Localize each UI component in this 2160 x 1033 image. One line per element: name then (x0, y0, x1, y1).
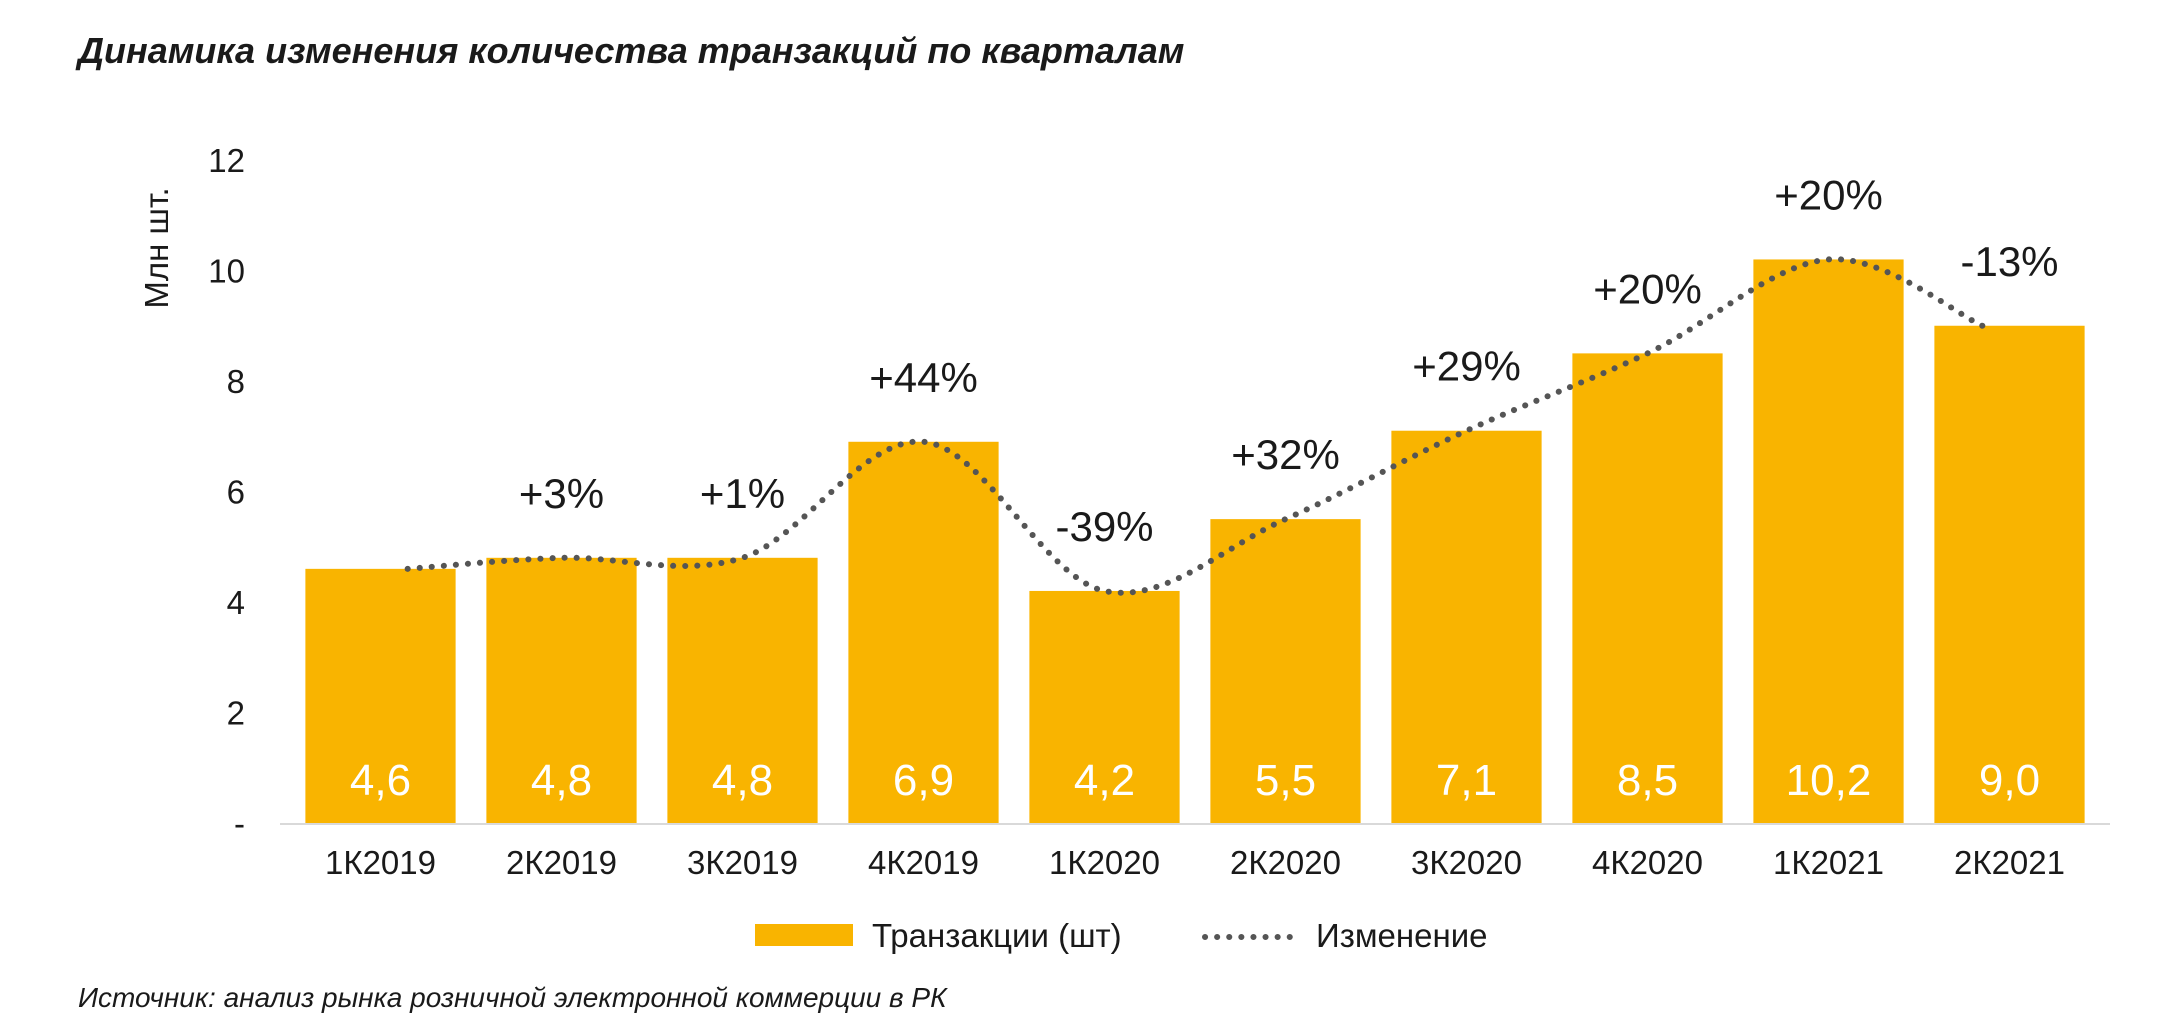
bar (1572, 353, 1723, 823)
bar (305, 568, 456, 823)
change-line-path (404, 256, 1986, 596)
x-tick-label: 1К2020 (1049, 844, 1160, 881)
change-label: +44% (869, 354, 978, 401)
x-tick-label: 2К2019 (506, 844, 617, 881)
y-tick-label: 6 (227, 474, 245, 511)
change-line (404, 256, 1986, 596)
x-tick-label: 1К2019 (325, 844, 436, 881)
y-tick-label: 8 (227, 363, 245, 400)
y-tick-label: 2 (227, 695, 245, 732)
legend-label-change: Изменение (1316, 917, 1487, 954)
x-tick-label: 2К2021 (1954, 844, 2065, 881)
x-tick-label: 3К2019 (687, 844, 798, 881)
bar (1210, 519, 1361, 823)
legend-label-transactions: Транзакции (шт) (872, 917, 1122, 954)
bar (848, 441, 999, 823)
x-tick-label: 3К2020 (1411, 844, 1522, 881)
change-label: +1% (700, 470, 785, 517)
source-note: Источник: анализ рынка розничной электро… (78, 982, 947, 1013)
change-label: +20% (1593, 265, 1702, 312)
bar-value-label: 5,5 (1255, 756, 1316, 805)
x-tick-label: 1К2021 (1773, 844, 1884, 881)
change-label: -39% (1055, 503, 1153, 550)
change-label: +29% (1412, 343, 1521, 390)
bars: 4,6 4,8 4,8 6,9 4,2 5,5 7,1 8,5 10,2 9,0 (305, 259, 2085, 823)
change-label: +3% (519, 470, 604, 517)
x-tick-label: 4К2019 (868, 844, 979, 881)
y-tick-label: 4 (227, 584, 245, 621)
change-labels: +3% +1% +44% -39% +32% +29% +20% +20% -13% (519, 171, 2059, 550)
category-labels: 1К2019 2К2019 3К2019 4К2019 1К2020 2К2020 3К20… (325, 844, 2065, 881)
chart-title: Динамика изменения количества транзакций… (78, 30, 1185, 71)
bar (667, 557, 818, 823)
bar-value-label: 6,9 (893, 756, 954, 805)
bar (1391, 430, 1542, 823)
x-tick-label: 4К2020 (1592, 844, 1703, 881)
bar-value-label: 10,2 (1786, 756, 1872, 805)
y-axis-title: Млн шт. (138, 187, 175, 308)
y-tick-label: - (234, 805, 245, 842)
bar-value-label: 4,8 (712, 756, 773, 805)
y-axis: - 2 4 6 8 10 12 (208, 142, 245, 842)
y-tick-label: 10 (208, 253, 245, 290)
change-label: +32% (1231, 431, 1340, 478)
bar-value-label: 4,2 (1074, 756, 1135, 805)
legend: Транзакции (шт) Изменение (755, 917, 1487, 954)
bar (1934, 325, 2085, 823)
x-tick-label: 2К2020 (1230, 844, 1341, 881)
bar (1753, 259, 1904, 823)
change-label: +20% (1774, 171, 1883, 218)
bar-value-label: 4,6 (350, 756, 411, 805)
legend-swatch-transactions (755, 924, 853, 946)
bar-value-label: 4,8 (531, 756, 592, 805)
bar-value-label: 8,5 (1617, 756, 1678, 805)
change-label: -13% (1960, 238, 2058, 285)
bar-value-label: 9,0 (1979, 756, 2040, 805)
bar-value-label: 7,1 (1436, 756, 1497, 805)
bar (486, 557, 637, 823)
bar (1029, 590, 1180, 823)
y-tick-label: 12 (208, 142, 245, 179)
